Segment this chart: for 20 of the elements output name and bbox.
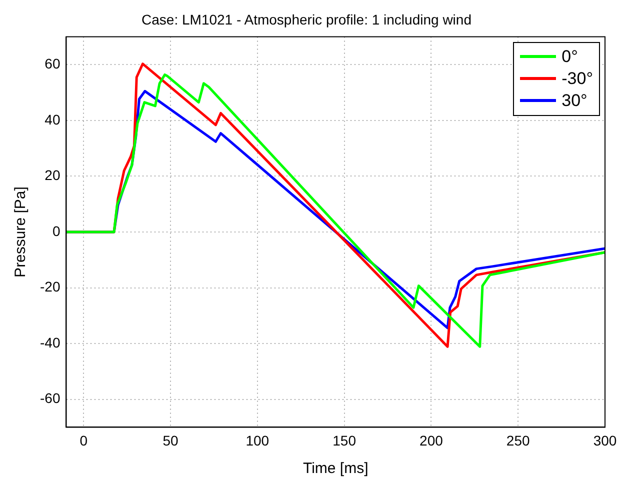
- legend-label: 0°: [562, 46, 578, 68]
- x-axis-title: Time [ms]: [302, 460, 368, 478]
- y-tick-label: -60: [40, 390, 60, 406]
- x-tick-label: 150: [332, 432, 356, 448]
- y-tick-label: -40: [40, 334, 60, 350]
- x-tick-label: 200: [420, 432, 444, 448]
- y-tick-label: 40: [44, 111, 60, 128]
- legend-label: 30°: [562, 90, 588, 112]
- y-tick-label: 60: [44, 56, 60, 72]
- x-tick-label: 0: [80, 432, 88, 448]
- y-tick-label: 20: [44, 167, 60, 184]
- chart-title: Case: LM1021 - Atmospheric profile: 1 including wind: [142, 11, 472, 28]
- y-tick-label: 0: [52, 222, 60, 239]
- y-tick-label: -20: [40, 278, 60, 295]
- x-tick-label: 300: [593, 432, 617, 448]
- y-axis-title: Pressure [Pa]: [12, 186, 30, 278]
- x-tick-label: 100: [246, 432, 270, 448]
- x-tick-label: 50: [162, 432, 179, 448]
- legend-label: -30°: [562, 68, 593, 90]
- x-tick-label: 250: [506, 432, 530, 448]
